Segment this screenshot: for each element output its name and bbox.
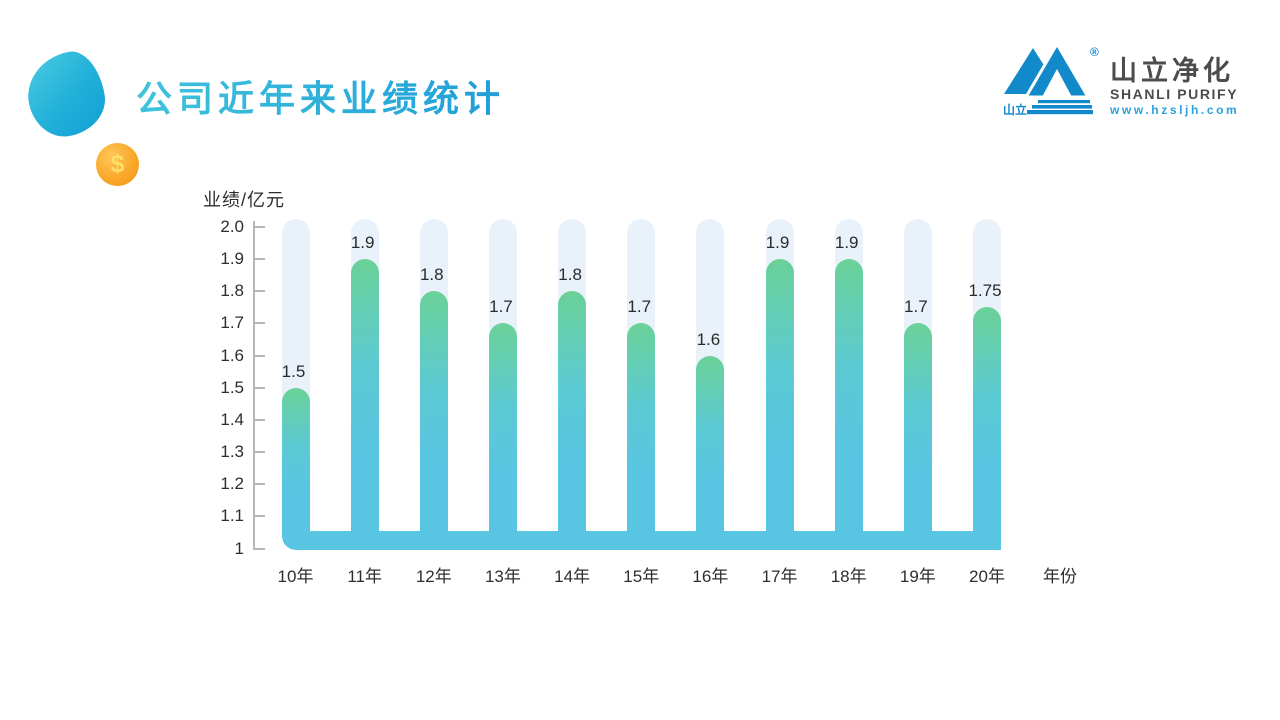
- x-axis-tick-label: 13年: [484, 567, 521, 586]
- logo-text-block: 山立净化 SHANLI PURIFY www.hzsljh.com: [1110, 56, 1240, 117]
- dollar-symbol: $: [110, 150, 125, 178]
- bar-13年: [488, 323, 517, 532]
- y-axis-tick: [255, 483, 265, 486]
- y-axis-tick-label: 1.1: [220, 506, 244, 526]
- bar-10年: [281, 387, 310, 532]
- y-axis-tick-label: 1.2: [220, 474, 244, 494]
- bar-value-label: 1.8: [558, 265, 582, 285]
- bar-16年: [696, 355, 725, 532]
- y-axis-tick-label: 1.7: [220, 313, 244, 333]
- logo-company-name-en: SHANLI PURIFY: [1110, 86, 1239, 102]
- y-axis-line: [253, 221, 255, 550]
- bar-value-label: 1.7: [489, 297, 513, 317]
- logo-mark-label: 山立: [1003, 102, 1027, 116]
- bar-value-label: 1.9: [350, 233, 375, 253]
- bar-value-label: 1.8: [419, 265, 444, 285]
- bar-value-label: 1.6: [696, 329, 721, 349]
- y-axis-tick-label: 1.5: [220, 377, 244, 397]
- y-axis-tick-label: 1.6: [220, 345, 244, 365]
- y-axis-tick-label: 1.9: [220, 249, 244, 269]
- y-axis-tick-label: 1.8: [220, 281, 244, 301]
- bar-20年: [973, 307, 1001, 532]
- y-axis-tick-label: 1.3: [220, 442, 244, 462]
- x-axis-tick-label: 14年: [554, 567, 591, 586]
- dollar-coin-icon: $: [96, 143, 139, 186]
- y-axis-tick: [255, 258, 265, 261]
- y-axis-tick: [255, 547, 265, 550]
- y-axis-tick: [255, 290, 265, 293]
- y-axis-tick-label: 1.4: [220, 409, 244, 429]
- x-axis-tick-label: 12年: [415, 567, 452, 586]
- x-axis-tick-label: 17年: [761, 567, 798, 586]
- x-axis-tick-label: 15年: [623, 567, 660, 586]
- x-axis-tick-label: 16年: [692, 567, 729, 586]
- company-logo: 山立 ® 山立净化 SHANLI PURIFY www.hzsljh.com: [1002, 44, 1239, 116]
- bar-value-label: 1.5: [281, 361, 306, 381]
- x-axis-tick-label: 20年: [969, 567, 1005, 586]
- y-axis-tick: [255, 451, 265, 454]
- bar-value-label: 1.9: [834, 233, 859, 253]
- logo-website: www.hzsljh.com: [1110, 103, 1240, 117]
- baseline-strip: [281, 531, 1001, 550]
- y-axis-tick-label: 1: [234, 538, 244, 558]
- y-axis-tick-label: 2.0: [220, 217, 244, 236]
- x-axis-tick-label: 19年: [899, 567, 936, 586]
- bar-value-label: 1.7: [627, 297, 652, 317]
- y-axis-tick: [255, 418, 265, 421]
- bar-11年: [350, 259, 379, 532]
- bar-19年: [903, 323, 932, 532]
- page-title: 公司近年来业绩统计: [136, 70, 505, 122]
- bar-12年: [419, 291, 448, 532]
- y-axis-tick: [255, 386, 265, 389]
- y-axis-tick: [255, 226, 265, 228]
- bar-14年: [558, 291, 587, 532]
- x-axis-tick-label: 11年: [347, 567, 382, 586]
- bar-value-label: 1.7: [904, 297, 928, 317]
- x-axis-tick-label: 18年: [830, 567, 867, 586]
- logo-company-name-cn: 山立净化: [1110, 56, 1234, 86]
- mountain-logo-icon: 山立 ®: [1003, 44, 1099, 116]
- bar-15年: [627, 323, 656, 532]
- x-axis-tick-label: 10年: [277, 567, 314, 586]
- bar-18年: [834, 259, 863, 532]
- x-axis-title: 年份: [1043, 567, 1077, 586]
- bar-17年: [765, 259, 794, 532]
- registered-trademark-icon: ®: [1090, 45, 1099, 59]
- y-axis-tick: [255, 515, 265, 518]
- bar-value-label: 1.9: [765, 233, 790, 253]
- bar-value-label: 1.75: [968, 281, 1002, 301]
- y-axis-title: 业绩/亿元: [203, 190, 286, 210]
- y-axis-tick: [255, 354, 265, 357]
- y-axis-tick: [255, 322, 265, 325]
